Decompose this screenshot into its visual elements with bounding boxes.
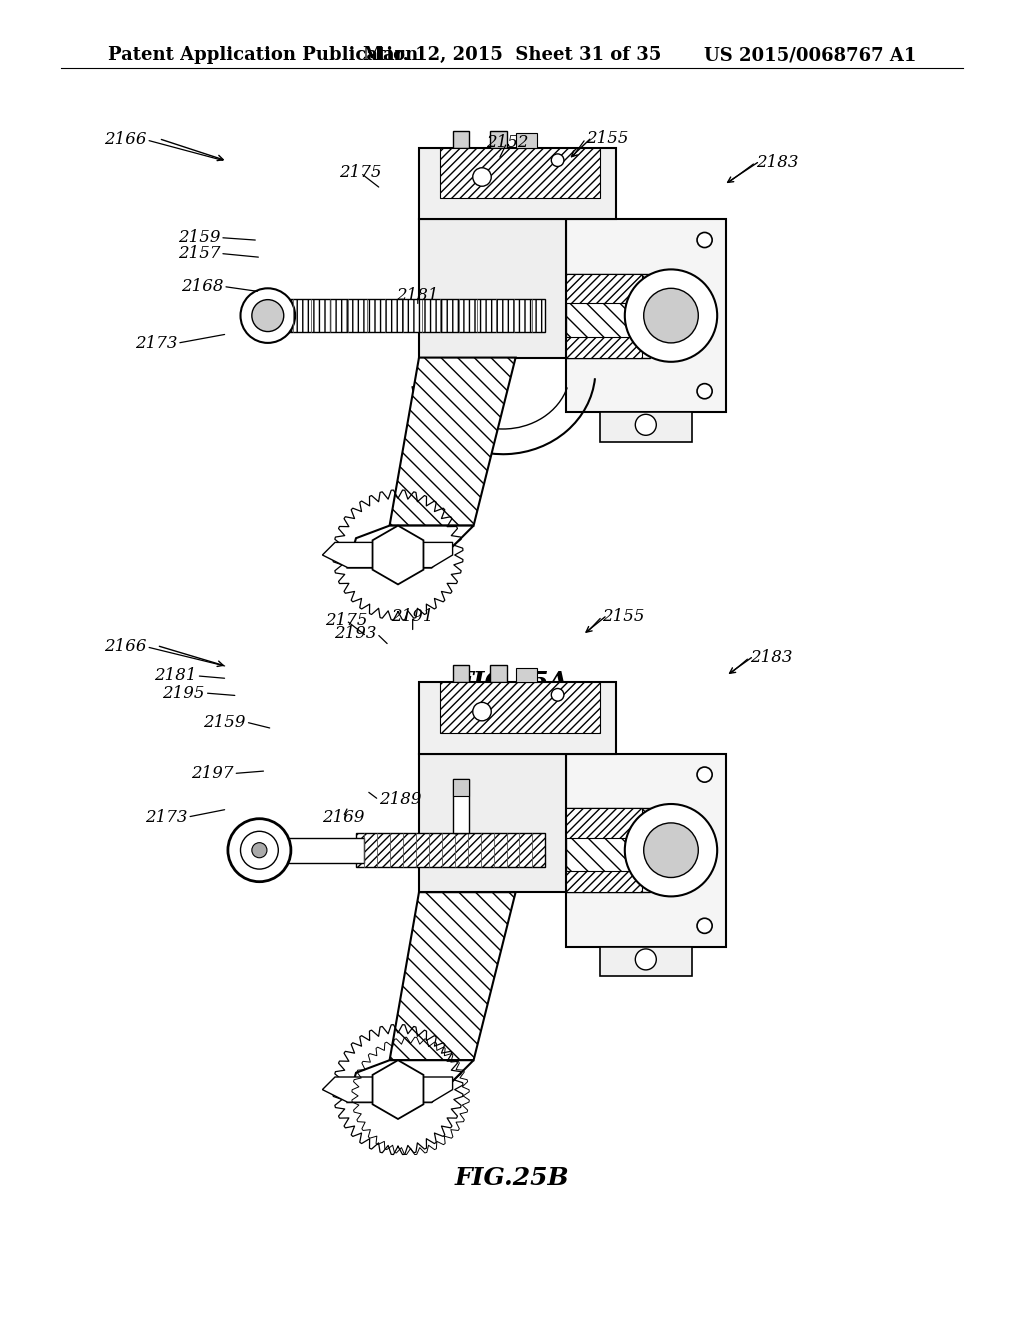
Circle shape [473,702,492,721]
Circle shape [697,919,712,933]
Text: 2157: 2157 [177,246,220,261]
Polygon shape [323,1077,453,1102]
Polygon shape [566,808,650,892]
Polygon shape [419,219,566,358]
Circle shape [625,269,717,362]
Text: US 2015/0068767 A1: US 2015/0068767 A1 [705,46,916,63]
Polygon shape [419,148,616,219]
Circle shape [252,300,284,331]
Text: 2189: 2189 [379,792,422,808]
Text: 2183: 2183 [750,649,793,665]
Text: 2155: 2155 [602,609,645,624]
Circle shape [635,414,656,436]
Text: 2168: 2168 [180,279,223,294]
Polygon shape [389,892,516,1060]
Polygon shape [347,525,473,568]
Polygon shape [419,754,566,892]
Circle shape [644,288,698,343]
Circle shape [228,818,291,882]
Text: 2159: 2159 [203,714,246,730]
Polygon shape [566,808,642,838]
Polygon shape [281,298,545,333]
Text: FIG.25A: FIG.25A [456,671,568,694]
Text: 2195: 2195 [162,685,205,701]
Polygon shape [566,871,642,892]
Text: 2159: 2159 [177,230,220,246]
Text: 2152: 2152 [485,135,528,150]
Polygon shape [373,1060,424,1119]
Text: Patent Application Publication: Patent Application Publication [108,46,418,63]
Polygon shape [516,668,537,682]
Text: 2175: 2175 [325,612,368,628]
Polygon shape [440,682,600,733]
Circle shape [697,384,712,399]
Text: 2193: 2193 [334,626,377,642]
Text: 2175: 2175 [339,165,382,181]
Polygon shape [490,665,507,682]
Circle shape [473,168,492,186]
Polygon shape [389,358,516,525]
Text: FIG.25B: FIG.25B [455,1166,569,1191]
Polygon shape [453,131,469,148]
Text: 2183: 2183 [756,154,799,170]
Circle shape [644,822,698,878]
Polygon shape [453,779,469,796]
Circle shape [697,232,712,248]
Text: 2166: 2166 [103,132,146,148]
Circle shape [625,804,717,896]
Text: 2173: 2173 [134,335,177,351]
Text: 2191: 2191 [391,609,434,624]
Circle shape [551,154,564,166]
Circle shape [241,288,295,343]
Circle shape [551,689,564,701]
Polygon shape [516,133,537,148]
Polygon shape [566,273,642,304]
Text: 2173: 2173 [144,809,187,825]
Polygon shape [490,131,507,148]
Text: 2181: 2181 [396,288,439,304]
Polygon shape [453,779,469,833]
Text: 2169: 2169 [322,809,365,825]
Polygon shape [566,754,726,946]
Circle shape [241,832,279,869]
Text: 2166: 2166 [103,639,146,655]
Text: 2197: 2197 [190,766,233,781]
Polygon shape [440,148,600,198]
Text: Mar. 12, 2015  Sheet 31 of 35: Mar. 12, 2015 Sheet 31 of 35 [362,46,662,63]
Text: 2181: 2181 [154,668,197,684]
Polygon shape [566,219,726,412]
Polygon shape [600,946,692,977]
Polygon shape [566,337,642,358]
Circle shape [252,842,267,858]
Text: 2155: 2155 [586,131,629,147]
Polygon shape [373,525,424,585]
Circle shape [697,767,712,783]
Polygon shape [453,665,469,682]
Polygon shape [356,833,545,867]
Polygon shape [600,412,692,442]
Polygon shape [419,682,616,754]
Polygon shape [347,1060,473,1102]
Polygon shape [566,273,650,358]
Circle shape [635,949,656,970]
Polygon shape [323,543,453,568]
Polygon shape [281,838,365,863]
